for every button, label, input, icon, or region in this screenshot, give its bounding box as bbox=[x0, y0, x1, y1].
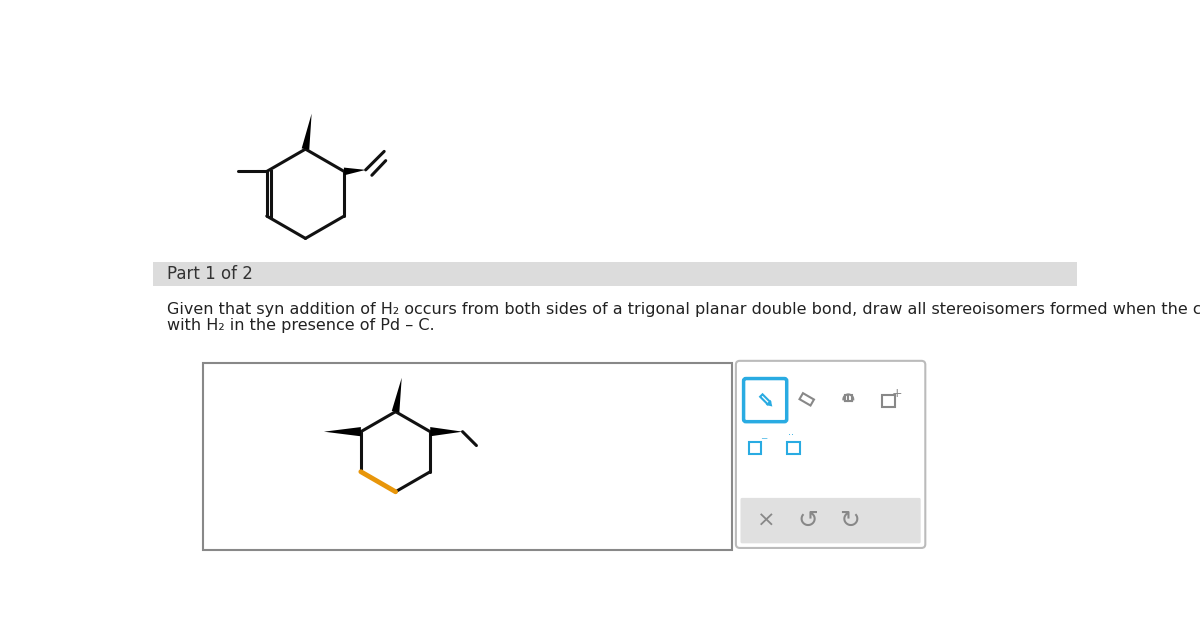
Polygon shape bbox=[391, 378, 402, 412]
FancyBboxPatch shape bbox=[154, 262, 1078, 286]
Polygon shape bbox=[301, 113, 312, 150]
FancyBboxPatch shape bbox=[203, 363, 732, 551]
Text: ··: ·· bbox=[787, 430, 793, 441]
Text: ↺: ↺ bbox=[798, 509, 818, 533]
Text: Given that syn addition of H₂ occurs from both sides of a trigonal planar double: Given that syn addition of H₂ occurs fro… bbox=[167, 301, 1200, 317]
Text: with H₂ in the presence of Pd – C.: with H₂ in the presence of Pd – C. bbox=[167, 319, 434, 334]
Text: +: + bbox=[892, 387, 902, 400]
Text: ×: × bbox=[757, 511, 776, 531]
Text: ↻: ↻ bbox=[839, 509, 860, 533]
Text: ⁻: ⁻ bbox=[760, 435, 767, 449]
FancyBboxPatch shape bbox=[736, 361, 925, 548]
Polygon shape bbox=[344, 167, 366, 175]
Polygon shape bbox=[324, 427, 361, 436]
FancyBboxPatch shape bbox=[740, 498, 920, 543]
Text: Part 1 of 2: Part 1 of 2 bbox=[167, 265, 253, 283]
FancyBboxPatch shape bbox=[744, 379, 787, 422]
Polygon shape bbox=[431, 427, 462, 436]
